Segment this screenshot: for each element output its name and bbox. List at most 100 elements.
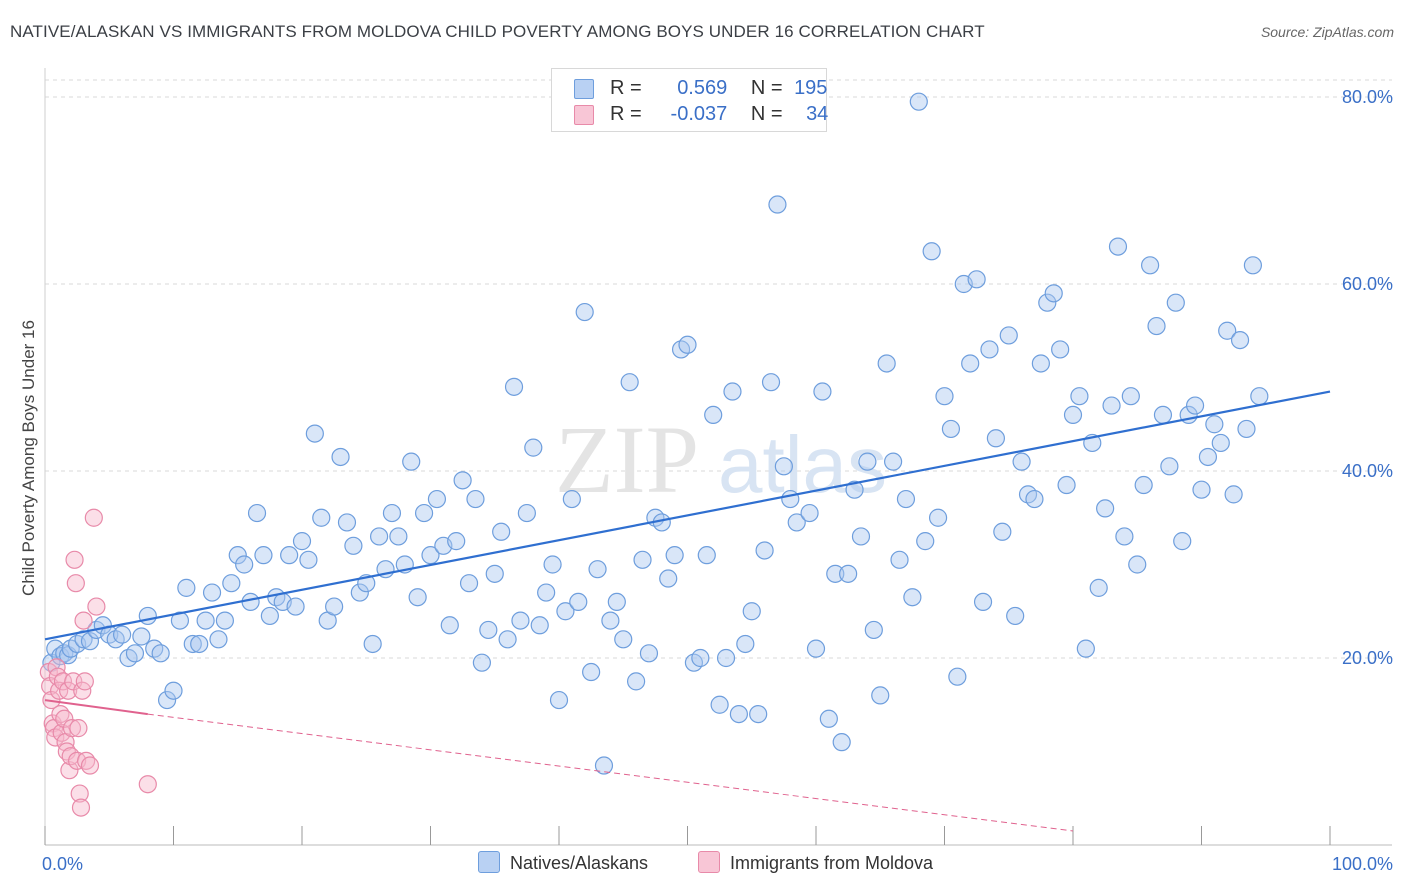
legend-n-label: N = (751, 77, 783, 99)
y-axis-label: Child Poverty Among Boys Under 16 (19, 320, 38, 596)
bottom-legend-label-natives: Natives/Alaskans (510, 853, 648, 873)
point-natives (518, 505, 535, 522)
point-natives (1013, 453, 1030, 470)
bottom-legend-swatch-blue (478, 851, 500, 873)
point-natives (705, 406, 722, 423)
point-natives (204, 584, 221, 601)
point-natives (1071, 388, 1088, 405)
legend-swatch-pink (574, 105, 594, 125)
point-natives (763, 374, 780, 391)
point-natives (1187, 397, 1204, 414)
point-natives (1167, 294, 1184, 311)
point-natives (390, 528, 407, 545)
point-natives (454, 472, 471, 489)
point-natives (326, 598, 343, 615)
point-natives (994, 523, 1011, 540)
point-natives (698, 547, 715, 564)
point-natives (859, 453, 876, 470)
point-natives (640, 645, 657, 662)
point-natives (1232, 332, 1249, 349)
point-natives (223, 575, 240, 592)
legend-n-value: 195 (794, 77, 827, 99)
point-natives (679, 336, 696, 353)
point-natives (1077, 640, 1094, 657)
point-natives (692, 650, 709, 667)
point-natives (942, 420, 959, 437)
point-natives (917, 533, 934, 550)
point-natives (1174, 533, 1191, 550)
point-natives (1116, 528, 1133, 545)
point-natives (531, 617, 548, 634)
point-natives (1007, 607, 1024, 624)
point-natives (782, 491, 799, 508)
point-natives (287, 598, 304, 615)
x-tick-label-max: 100.0% (1332, 854, 1393, 874)
bottom-legend-moldova: Immigrants from Moldova (698, 851, 933, 874)
point-natives (1129, 556, 1146, 573)
point-natives (165, 682, 182, 699)
point-natives (551, 692, 568, 709)
point-natives (544, 556, 561, 573)
point-natives (769, 196, 786, 213)
legend-r-value: 0.569 (647, 77, 727, 100)
point-natives (281, 547, 298, 564)
point-moldova (88, 598, 105, 615)
point-natives (139, 607, 156, 624)
point-moldova (75, 612, 92, 629)
point-natives (1000, 327, 1017, 344)
point-natives (1206, 416, 1223, 433)
point-natives (1090, 579, 1107, 596)
point-natives (512, 612, 529, 629)
point-natives (364, 635, 381, 652)
point-moldova (67, 575, 84, 592)
point-natives (409, 589, 426, 606)
y-tick-label: 20.0% (1342, 648, 1393, 668)
point-natives (743, 603, 760, 620)
point-natives (461, 575, 478, 592)
point-natives (576, 304, 593, 321)
point-natives (583, 664, 600, 681)
point-natives (338, 514, 355, 531)
y-tick-label: 60.0% (1342, 274, 1393, 294)
point-natives (852, 528, 869, 545)
point-natives (152, 645, 169, 662)
point-natives (178, 579, 195, 596)
point-natives (885, 453, 902, 470)
point-natives (1026, 491, 1043, 508)
point-natives (602, 612, 619, 629)
point-natives (737, 635, 754, 652)
point-natives (750, 706, 767, 723)
point-natives (383, 505, 400, 522)
point-natives (416, 505, 433, 522)
point-natives (538, 584, 555, 601)
point-natives (878, 355, 895, 372)
point-natives (724, 383, 741, 400)
point-natives (428, 491, 445, 508)
point-natives (808, 640, 825, 657)
point-natives (962, 355, 979, 372)
point-natives (756, 542, 773, 559)
point-natives (133, 628, 150, 645)
trend-line-moldova-dashed (148, 714, 1073, 831)
point-natives (621, 374, 638, 391)
legend-swatch-blue (574, 79, 594, 99)
point-natives (897, 491, 914, 508)
point-natives (570, 593, 587, 610)
point-natives (1109, 238, 1126, 255)
scatter-chart: ZIP atlas 20.0%40.0%60.0%80.0%0.0% 100.0%… (0, 0, 1406, 892)
point-natives (371, 528, 388, 545)
point-natives (1097, 500, 1114, 517)
point-natives (1225, 486, 1242, 503)
legend-r-value: -0.037 (647, 103, 727, 126)
point-natives (403, 453, 420, 470)
point-natives (1154, 406, 1171, 423)
point-natives (801, 505, 818, 522)
point-moldova (85, 509, 102, 526)
legend-n-value: 34 (806, 103, 828, 125)
point-natives (1065, 406, 1082, 423)
point-natives (833, 734, 850, 751)
point-natives (345, 537, 362, 554)
point-natives (1244, 257, 1261, 274)
point-natives (332, 448, 349, 465)
legend-r-label: R = (610, 103, 642, 125)
